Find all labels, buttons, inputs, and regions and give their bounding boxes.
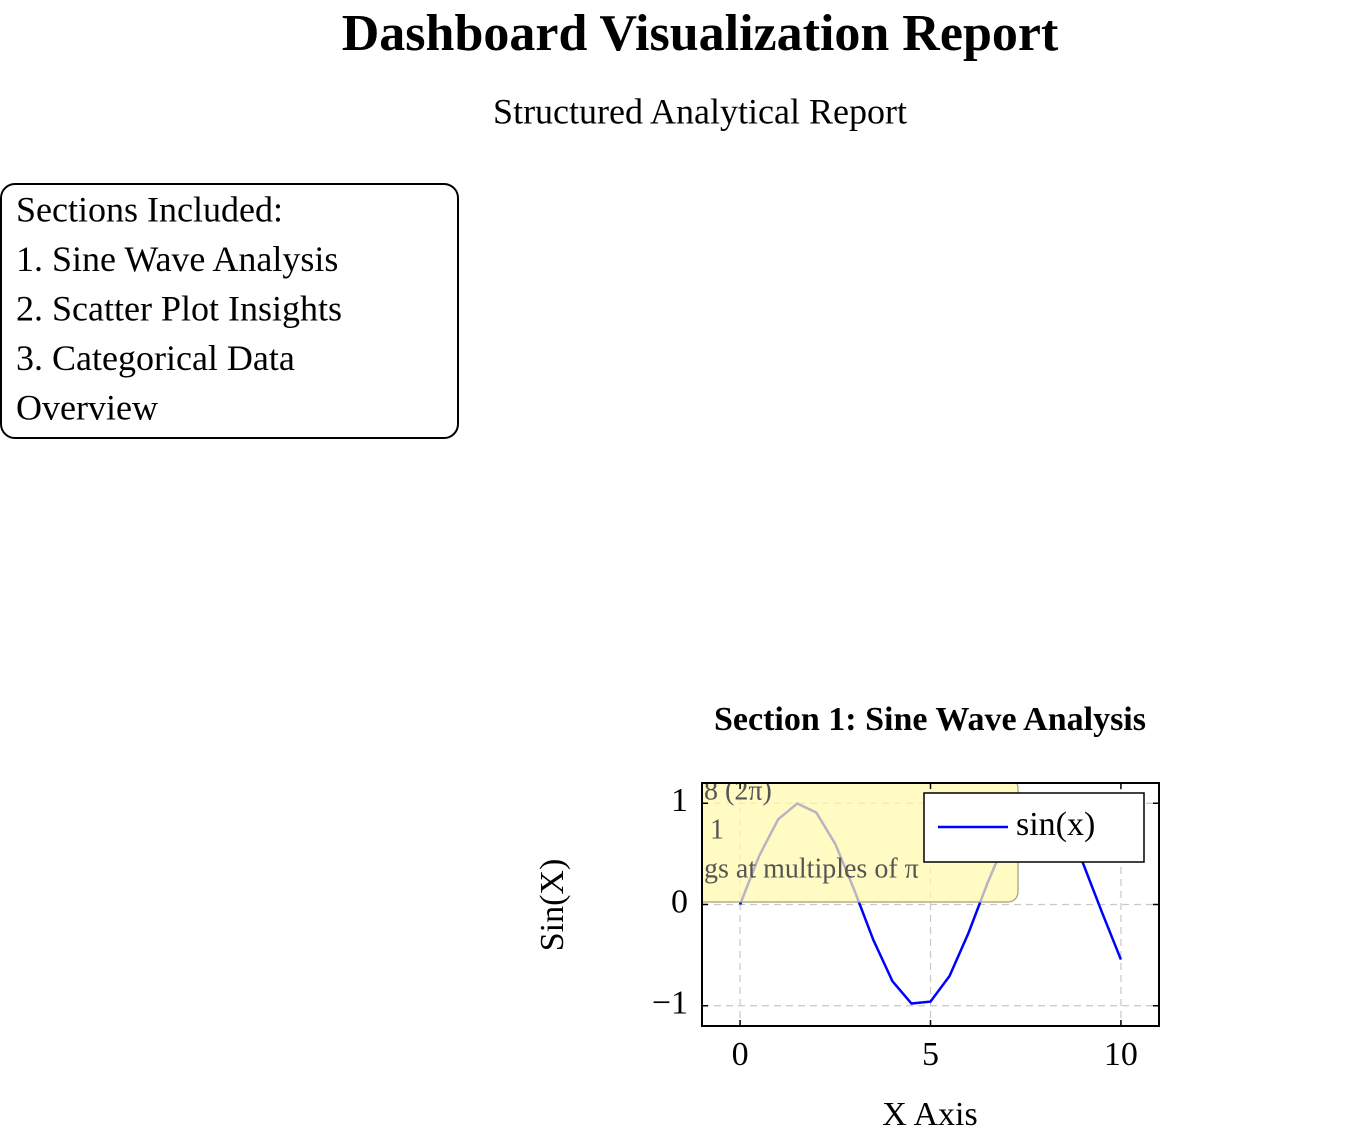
x-tick-label: 10: [1104, 1036, 1138, 1073]
y-axis-label: Sin(X): [534, 859, 571, 952]
legend-label: sin(x): [1016, 806, 1095, 843]
section-item: Overview: [16, 387, 158, 427]
report-title: Dashboard Visualization Report: [342, 5, 1059, 62]
section-item: 3. Categorical Data: [16, 338, 295, 378]
report-subtitle: Structured Analytical Report: [493, 91, 907, 131]
x-tick-label: 0: [732, 1036, 749, 1073]
y-tick-label: 1: [671, 782, 688, 819]
chart-title: Section 1: Sine Wave Analysis: [714, 701, 1146, 738]
annotation-text: 1: [710, 814, 724, 845]
section-item: 2. Scatter Plot Insights: [16, 288, 342, 328]
plot-area: 0 5 10 −1 0 1 8 (2π) 1 gs at multiples of π sin(x…: [652, 775, 1160, 1073]
y-tick-label: −1: [652, 985, 688, 1022]
y-tick-label: 0: [671, 883, 688, 920]
x-tick-label: 5: [922, 1036, 939, 1073]
annotation-text: 8 (2π): [704, 775, 772, 806]
sections-box: [0, 183, 459, 439]
sections-list: Sections Included: 1. Sine Wave Analysis 2…: [16, 189, 342, 427]
section-item: Sections Included:: [16, 189, 283, 229]
section-item: 1. Sine Wave Analysis: [16, 239, 338, 279]
x-axis-label: X Axis: [882, 1096, 977, 1133]
annotation-text: gs at multiples of π: [704, 853, 919, 884]
